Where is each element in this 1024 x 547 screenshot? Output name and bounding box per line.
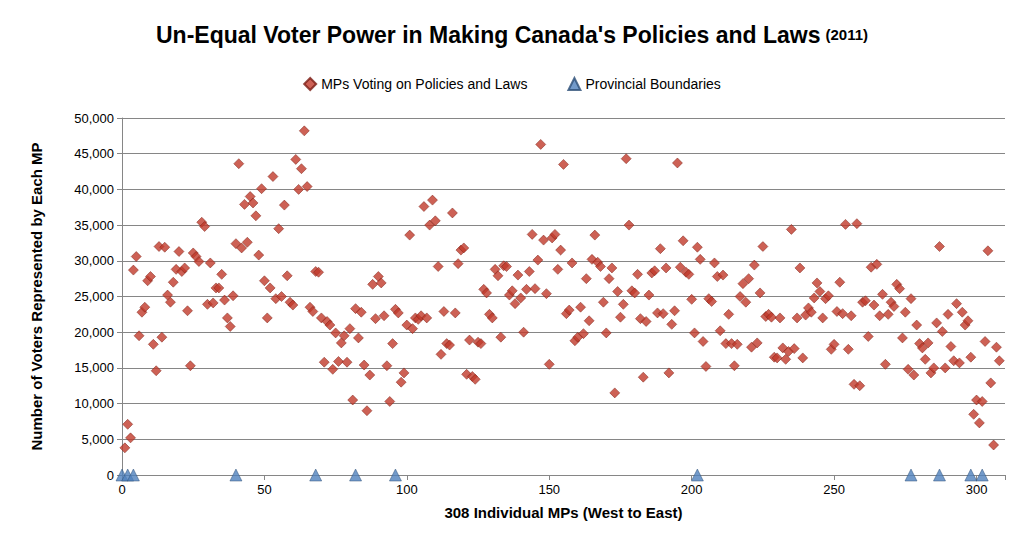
svg-text:Number of Voters Represented b: Number of Voters Represented by Each MP: [28, 142, 45, 450]
svg-text:35,000: 35,000: [74, 218, 114, 233]
svg-text:300: 300: [966, 482, 988, 497]
svg-text:150: 150: [538, 482, 560, 497]
svg-text:Un-Equal Voter Power in Making: Un-Equal Voter Power in Making Canada's …: [156, 22, 821, 48]
svg-text:(2011): (2011): [825, 26, 868, 43]
svg-text:25,000: 25,000: [74, 289, 114, 304]
svg-text:30,000: 30,000: [74, 253, 114, 268]
svg-text:0: 0: [118, 482, 125, 497]
svg-text:20,000: 20,000: [74, 325, 114, 340]
svg-text:0: 0: [107, 468, 114, 483]
svg-text:5,000: 5,000: [81, 432, 114, 447]
svg-text:40,000: 40,000: [74, 182, 114, 197]
svg-text:100: 100: [396, 482, 418, 497]
svg-text:10,000: 10,000: [74, 396, 114, 411]
svg-text:200: 200: [681, 482, 703, 497]
svg-text:MPs Voting on Policies and Law: MPs Voting on Policies and Laws: [321, 76, 527, 92]
svg-text:308 Individual MPs (West to Ea: 308 Individual MPs (West to East): [444, 504, 682, 521]
svg-text:50,000: 50,000: [74, 111, 114, 126]
svg-text:15,000: 15,000: [74, 360, 114, 375]
svg-text:Provincial Boundaries: Provincial Boundaries: [585, 76, 720, 92]
svg-text:250: 250: [823, 482, 845, 497]
svg-text:50: 50: [257, 482, 271, 497]
svg-text:45,000: 45,000: [74, 146, 114, 161]
